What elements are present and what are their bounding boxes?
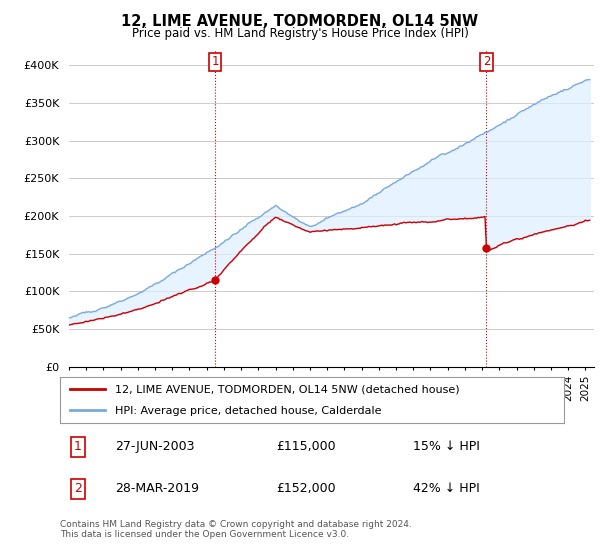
Text: HPI: Average price, detached house, Calderdale: HPI: Average price, detached house, Cald… — [115, 406, 382, 416]
Text: Price paid vs. HM Land Registry's House Price Index (HPI): Price paid vs. HM Land Registry's House … — [131, 27, 469, 40]
Text: Contains HM Land Registry data © Crown copyright and database right 2024.
This d: Contains HM Land Registry data © Crown c… — [60, 520, 412, 539]
Text: 27-JUN-2003: 27-JUN-2003 — [115, 440, 195, 454]
Text: 1: 1 — [212, 55, 219, 68]
Text: £152,000: £152,000 — [277, 482, 337, 496]
Text: 15% ↓ HPI: 15% ↓ HPI — [413, 440, 479, 454]
Text: £115,000: £115,000 — [277, 440, 337, 454]
Text: 42% ↓ HPI: 42% ↓ HPI — [413, 482, 479, 496]
Text: 12, LIME AVENUE, TODMORDEN, OL14 5NW (detached house): 12, LIME AVENUE, TODMORDEN, OL14 5NW (de… — [115, 385, 460, 395]
Text: 12, LIME AVENUE, TODMORDEN, OL14 5NW: 12, LIME AVENUE, TODMORDEN, OL14 5NW — [121, 14, 479, 29]
Text: 2: 2 — [482, 55, 490, 68]
Text: 1: 1 — [74, 440, 82, 454]
Text: 28-MAR-2019: 28-MAR-2019 — [115, 482, 199, 496]
Text: 2: 2 — [74, 482, 82, 496]
